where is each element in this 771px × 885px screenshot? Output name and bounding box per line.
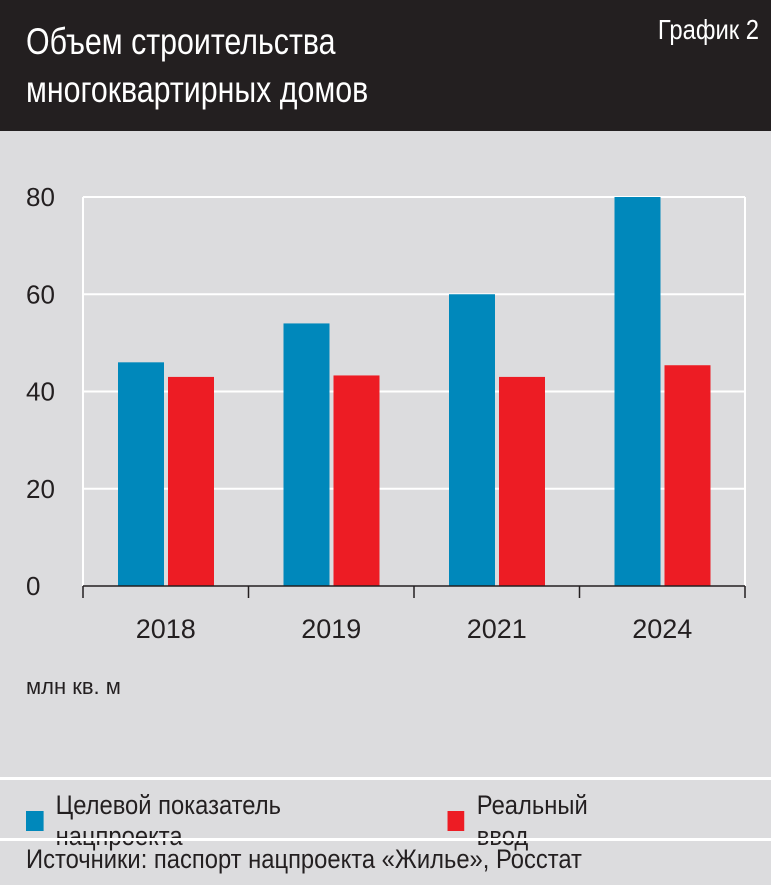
title-line: многоквартирных домов xyxy=(26,69,369,110)
x-tick-label: 2021 xyxy=(467,614,527,644)
legend: Целевой показатель нацпроекта Реальный в… xyxy=(26,790,682,852)
bar-chart: 0 20 40 60 80 2018 2019 2021 2024 xyxy=(26,182,746,644)
legend-label: Реальный ввод xyxy=(476,790,588,851)
bar-target-2024 xyxy=(614,197,661,586)
x-tick-label: 2019 xyxy=(301,614,361,644)
y-tick-label: 60 xyxy=(26,279,55,309)
x-tick-label: 2018 xyxy=(136,614,196,644)
bar-actual-2019 xyxy=(333,375,380,586)
chart-title: Объем строительства многоквартирных домов xyxy=(26,18,436,114)
x-tick-label: 2024 xyxy=(632,614,692,644)
y-tick-label: 20 xyxy=(26,474,55,504)
y-tick-label: 0 xyxy=(26,571,40,601)
legend-label: Целевой показатель нацпроекта xyxy=(55,790,281,851)
bar-actual-2018 xyxy=(168,376,214,586)
legend-swatch xyxy=(26,811,44,831)
y-tick-label: 40 xyxy=(26,377,55,407)
legend-item-actual: Реальный ввод xyxy=(447,790,643,852)
bar-actual-2024 xyxy=(664,365,711,586)
y-axis-unit: млн кв. м xyxy=(26,674,121,699)
bar-target-2021 xyxy=(449,294,495,586)
legend-item-target: Целевой показатель нацпроекта xyxy=(26,790,408,852)
source-note: Источники: паспорт нацпроекта «Жилье», Р… xyxy=(26,844,582,874)
bar-target-2018 xyxy=(118,362,164,586)
divider xyxy=(0,777,771,780)
y-tick-label: 80 xyxy=(26,182,55,212)
chart-header: Объем строительства многоквартирных домов… xyxy=(0,0,771,131)
chart-number: График 2 xyxy=(657,14,759,45)
bar-actual-2021 xyxy=(499,376,545,586)
bar-target-2019 xyxy=(283,323,330,586)
divider xyxy=(0,838,771,841)
title-line: Объем строительства xyxy=(26,21,336,62)
legend-swatch xyxy=(447,811,465,831)
